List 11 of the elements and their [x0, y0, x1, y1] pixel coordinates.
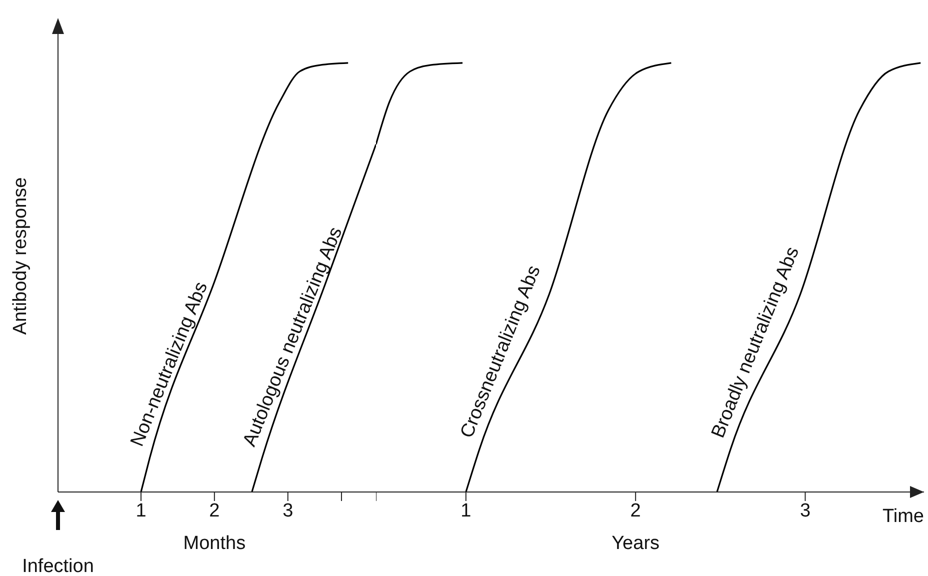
x-tick-label: 2 — [630, 500, 641, 522]
text: Months — [183, 533, 246, 554]
x-tick-label: 2 — [209, 500, 220, 522]
x-tick-label: 3 — [800, 500, 811, 522]
text: Years — [612, 533, 660, 554]
text: Infection — [22, 556, 94, 576]
y-axis-title: Antibody response — [10, 177, 31, 335]
x-tick-label: 1 — [136, 500, 146, 522]
x-tick-label: 3 — [282, 500, 294, 522]
x-tick-label: 1 — [460, 500, 472, 522]
x-axis-title: Time — [882, 506, 924, 527]
